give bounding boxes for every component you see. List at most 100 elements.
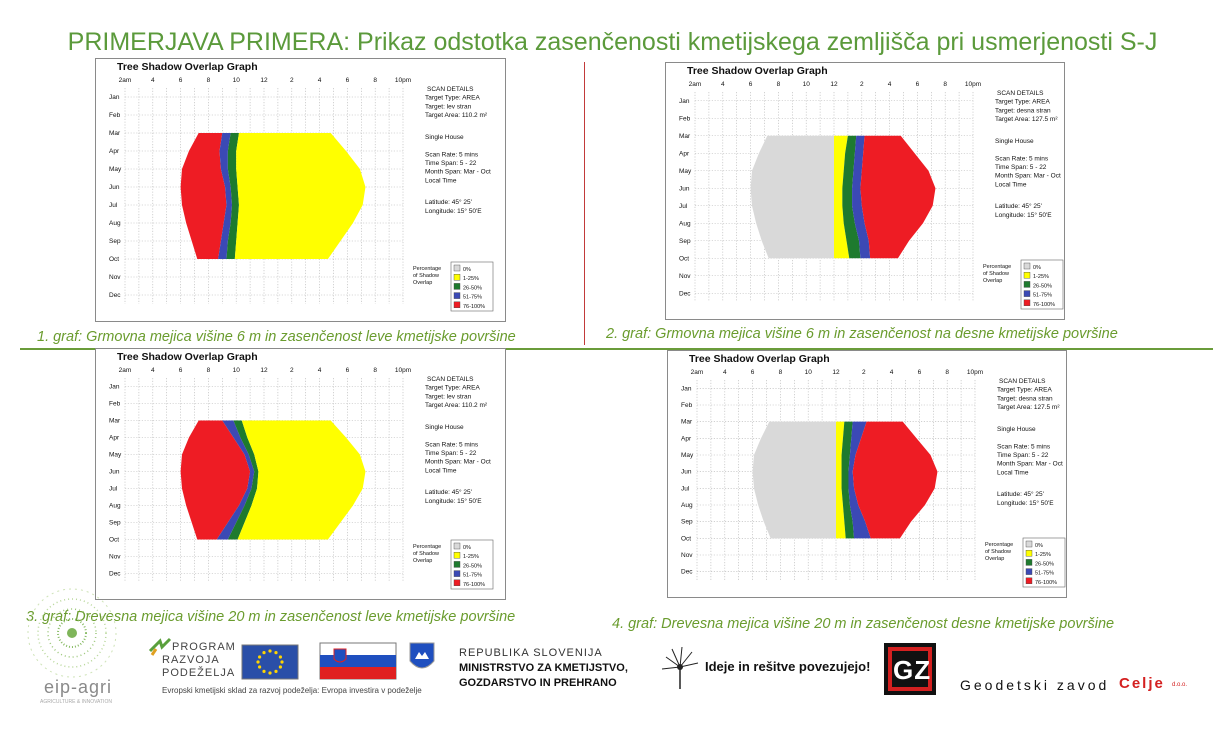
- month-label: Nov: [679, 273, 691, 280]
- x-tick-label: 10: [803, 81, 811, 88]
- shadow-graph-1: Tree Shadow Overlap Graph 2am 4 6 8 10 12 2 4 6 8 1…: [95, 58, 506, 322]
- legend-swatch: [1025, 577, 1033, 585]
- x-tick-label: 2am: [689, 81, 702, 88]
- legend-title: of Shadow: [413, 551, 439, 557]
- scan-details-header: SCAN DETAILS: [997, 90, 1044, 97]
- local-time-text: Local Time: [425, 467, 457, 474]
- legend-swatch: [1023, 271, 1031, 279]
- month-label: Oct: [679, 255, 689, 262]
- month-label: Aug: [109, 220, 121, 227]
- legend-item-label: 1-25%: [463, 276, 479, 282]
- month-label: Apr: [679, 150, 690, 157]
- month-label: Oct: [681, 535, 691, 542]
- month-label: Feb: [681, 402, 693, 409]
- x-tick-label: 12: [260, 77, 268, 84]
- x-tick-label: 6: [751, 369, 755, 376]
- shadow-band-76-100pct: [860, 135, 936, 259]
- shadow-band-1-25pct: [234, 133, 366, 259]
- month-label: Dec: [109, 571, 121, 578]
- month-label: Apr: [681, 435, 692, 442]
- time-span-text: Time Span: 5 - 22: [997, 452, 1049, 459]
- legend-title: of Shadow: [985, 549, 1011, 555]
- x-tick-label: 8: [945, 369, 949, 376]
- vertical-divider: [584, 62, 585, 345]
- target-type-text: Target Type: AREA: [995, 99, 1050, 106]
- month-label: May: [109, 166, 122, 173]
- legend-swatch: [453, 579, 461, 587]
- legend-item-label: 51-75%: [1035, 571, 1054, 577]
- x-tick-label: 6: [346, 77, 350, 84]
- x-tick-label: 6: [346, 367, 350, 374]
- target-text: Target: desna stran: [997, 395, 1053, 402]
- month-label: Mar: [109, 418, 121, 425]
- chart-panel-1: Tree Shadow Overlap Graph 2am 4 6 8 10 12 2 4 6 8 1…: [95, 58, 506, 322]
- x-tick-label: 8: [207, 77, 211, 84]
- x-tick-label: 12: [260, 367, 268, 374]
- x-tick-label: 10: [805, 369, 813, 376]
- scan-details-header: SCAN DETAILS: [999, 378, 1046, 385]
- shadow-band-1-25pct: [836, 421, 846, 539]
- x-tick-label: 8: [943, 81, 947, 88]
- longitude-text: Longitude: 15° 50'E: [997, 499, 1054, 507]
- x-tick-label: 10pm: [395, 77, 411, 84]
- month-label: Jun: [681, 469, 692, 476]
- shadow-band-76-100pct: [180, 133, 227, 259]
- legend-swatch: [1025, 568, 1033, 575]
- month-label: Nov: [109, 554, 121, 561]
- month-label: Jul: [681, 485, 690, 492]
- shadow-band-76-100pct: [180, 420, 251, 540]
- eip-agri-logo: [27, 588, 117, 678]
- month-label: Jan: [109, 94, 120, 101]
- single-house-text: Single House: [997, 426, 1036, 433]
- x-tick-label: 10: [233, 77, 241, 84]
- month-span-text: Month Span: Mar - Oct: [425, 459, 491, 466]
- month-label: Mar: [679, 133, 691, 140]
- target-type-text: Target Type: AREA: [997, 387, 1052, 394]
- graph-title: Tree Shadow Overlap Graph: [117, 351, 258, 363]
- x-tick-label: 12: [830, 81, 838, 88]
- longitude-text: Longitude: 15° 50'E: [425, 207, 482, 215]
- local-time-text: Local Time: [997, 469, 1029, 476]
- legend-swatch: [453, 292, 461, 299]
- x-tick-label: 4: [721, 81, 725, 88]
- chart-panel-4: Tree Shadow Overlap Graph 2am 4 6 8 10 12 2 4 6 8 1…: [667, 350, 1067, 598]
- eip-agri-sublabel: AGRICULTURE & INNOVATION: [40, 699, 112, 705]
- scan-details-header: SCAN DETAILS: [427, 376, 474, 383]
- single-house-text: Single House: [995, 138, 1034, 145]
- month-label: Sep: [109, 520, 121, 527]
- x-tick-label: 4: [151, 77, 155, 84]
- x-tick-label: 4: [888, 81, 892, 88]
- target-area-text: Target Area: 127.5 m²: [997, 404, 1060, 411]
- slovenia-flag-icon: [319, 642, 397, 680]
- month-label: Jun: [109, 469, 120, 476]
- legend-item-label: 51-75%: [463, 573, 482, 579]
- local-time-text: Local Time: [425, 177, 457, 184]
- x-tick-label: 4: [723, 369, 727, 376]
- month-label: May: [679, 168, 692, 175]
- time-span-text: Time Span: 5 - 22: [995, 164, 1047, 171]
- legend-item-label: 76-100%: [463, 582, 485, 588]
- gz-logo-icon: [884, 643, 936, 695]
- target-text: Target: lev stran: [425, 103, 472, 110]
- latitude-text: Latitude: 45° 25': [425, 488, 472, 496]
- legend-title: of Shadow: [413, 273, 439, 279]
- x-tick-label: 8: [207, 367, 211, 374]
- ideje-slogan: Ideje in rešitve povezujejo!: [705, 659, 871, 674]
- program-line-3: PODEŽELJA: [162, 667, 236, 679]
- single-house-text: Single House: [425, 424, 464, 431]
- shadow-band-1-25pct: [237, 420, 366, 540]
- longitude-text: Longitude: 15° 50'E: [425, 497, 482, 505]
- month-span-text: Month Span: Mar - Oct: [997, 461, 1063, 468]
- shadow-band-26-50pct: [226, 133, 239, 259]
- grid: [124, 88, 404, 304]
- graph-title: Tree Shadow Overlap Graph: [689, 353, 830, 365]
- month-label: Jul: [109, 486, 118, 493]
- caption-graph-1: 1. graf: Grmovna mejica višine 6 m in za…: [37, 329, 516, 345]
- month-label: Sep: [681, 519, 693, 526]
- legend-title: Percentage: [413, 266, 441, 272]
- caption-graph-2: 2. graf: Grmovna mejica višine 6 m in za…: [606, 326, 1118, 342]
- x-tick-label: 8: [779, 369, 783, 376]
- ministry-line-1: REPUBLIKA SLOVENIJA: [459, 647, 603, 659]
- x-tick-label: 4: [890, 369, 894, 376]
- x-tick-label: 4: [151, 367, 155, 374]
